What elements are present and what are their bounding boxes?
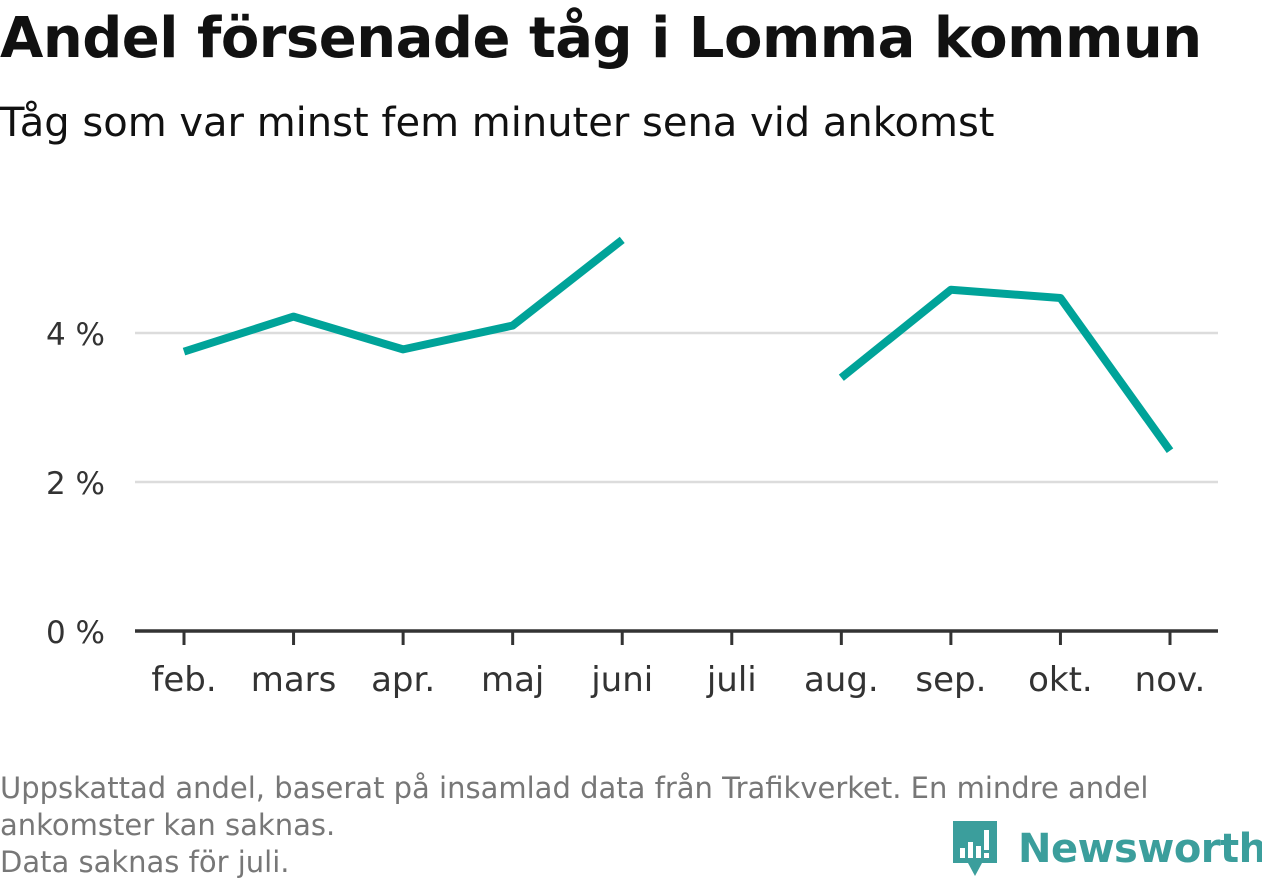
- newsworthy-logo: Newsworthy: [950, 818, 1262, 880]
- y-axis-tick-labels: 0 % 2 % 4 %: [46, 317, 105, 651]
- y-tick-label: 4 %: [46, 317, 105, 353]
- footer-note-line: Data saknas för juli.: [0, 845, 290, 879]
- x-axis-tick-labels: feb. mars apr. maj juni juli aug. sep. okt. nov.: [151, 660, 1205, 700]
- y-tick-label: 0 %: [46, 615, 105, 651]
- chart-title: Andel försenade tåg i Lomma kommun: [0, 6, 1202, 71]
- footer-note: Uppskattad andel, baserat på insamlad da…: [0, 770, 1250, 881]
- footer-note-line: Uppskattad andel, baserat på insamlad da…: [0, 771, 1149, 805]
- x-tick-label: juli: [706, 660, 757, 700]
- x-axis: [135, 629, 1218, 645]
- x-tick-label: maj: [481, 660, 544, 700]
- logo-text: Newsworthy: [1018, 826, 1262, 872]
- x-tick-label: aug.: [804, 660, 879, 700]
- series-line-segment: [838, 285, 1174, 454]
- x-tick-label: nov.: [1135, 660, 1206, 700]
- x-tick-label: juni: [590, 660, 653, 700]
- footer-note-line: ankomster kan saknas.: [0, 808, 336, 842]
- series-line-segment: [182, 236, 625, 356]
- series-lines: [182, 236, 1174, 454]
- x-tick-label: sep.: [915, 660, 986, 700]
- bar-chart-speech-bubble-icon: [953, 821, 997, 876]
- line-chart: 0 % 2 % 4 % feb. mars apr. maj juni juli aug. sep…: [46, 236, 1218, 700]
- chart-subtitle: Tåg som var minst fem minuter sena vid a…: [0, 100, 995, 146]
- x-tick-label: okt.: [1028, 660, 1093, 700]
- gridlines: [135, 331, 1218, 484]
- x-tick-label: feb.: [151, 660, 216, 700]
- x-tick-label: mars: [251, 660, 337, 700]
- x-tick-label: apr.: [371, 660, 435, 700]
- y-tick-label: 2 %: [46, 466, 105, 502]
